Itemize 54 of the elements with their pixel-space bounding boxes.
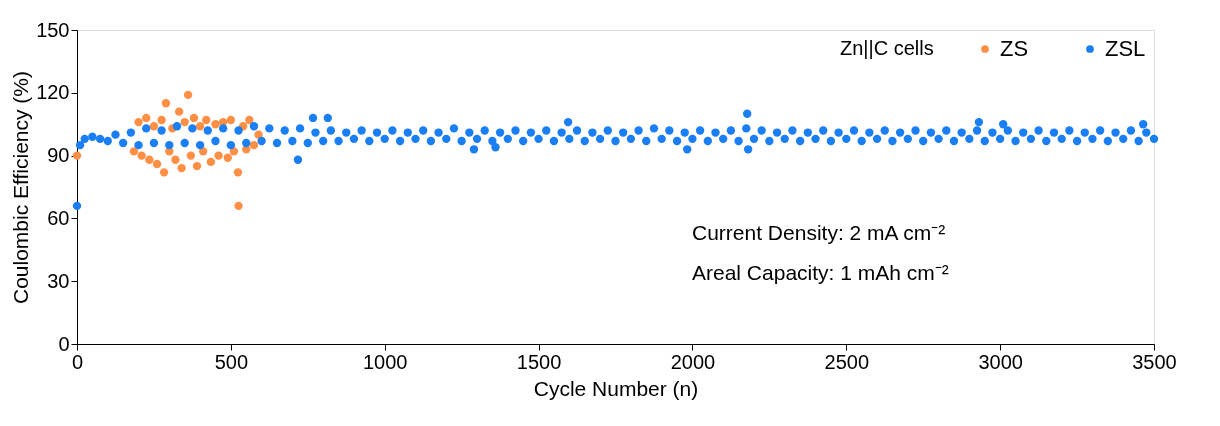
point bbox=[186, 151, 196, 160]
y-tick-label: 90 bbox=[47, 144, 70, 167]
point bbox=[198, 147, 208, 156]
annotation: Areal Capacity: 1 mAh cm⁻² bbox=[692, 261, 949, 284]
point bbox=[142, 113, 151, 123]
y-tick-label: 150 bbox=[36, 18, 70, 41]
legend-title: Zn||C cells bbox=[840, 37, 934, 59]
y-axis-title: Coulombic Efficiency (%) bbox=[9, 70, 33, 305]
x-tick-label: 500 bbox=[214, 350, 249, 373]
legend-label: ZS bbox=[1000, 36, 1029, 61]
point bbox=[159, 168, 169, 177]
point bbox=[229, 147, 239, 156]
y-tick-label: 0 bbox=[58, 332, 70, 355]
point bbox=[192, 161, 202, 171]
point bbox=[195, 122, 205, 131]
point bbox=[157, 115, 166, 125]
point bbox=[137, 151, 146, 160]
point bbox=[174, 107, 184, 116]
point bbox=[206, 157, 216, 167]
y-tick-label: 60 bbox=[47, 206, 70, 229]
x-tick-label: 3000 bbox=[978, 350, 1023, 373]
point bbox=[211, 120, 220, 129]
point bbox=[161, 99, 171, 108]
annotation: Current Density: 2 mA cm⁻² bbox=[692, 221, 946, 244]
x-tick-label: 2000 bbox=[670, 350, 716, 373]
point bbox=[233, 168, 243, 177]
point bbox=[254, 130, 263, 139]
point bbox=[245, 115, 254, 125]
point bbox=[214, 151, 223, 160]
point bbox=[226, 115, 236, 125]
x-tick-label: 3500 bbox=[1132, 350, 1177, 373]
point bbox=[149, 122, 159, 131]
point bbox=[202, 115, 211, 125]
y-tick-label: 30 bbox=[47, 269, 70, 292]
x-tick-label: 1500 bbox=[516, 350, 562, 373]
point bbox=[145, 155, 154, 164]
point bbox=[134, 117, 143, 127]
x-tick-label: 1000 bbox=[362, 350, 408, 373]
point bbox=[177, 163, 186, 173]
point bbox=[180, 117, 189, 127]
point bbox=[249, 140, 259, 150]
point bbox=[152, 159, 162, 169]
x-axis-title: Cycle Number (n) bbox=[533, 376, 699, 400]
point bbox=[183, 90, 193, 100]
x-tick-label: 0 bbox=[71, 350, 84, 373]
point bbox=[234, 201, 243, 211]
point bbox=[129, 147, 139, 156]
legend-label: ZSL bbox=[1105, 36, 1146, 61]
point bbox=[223, 153, 232, 162]
point bbox=[189, 113, 199, 123]
y-tick-label: 120 bbox=[36, 81, 70, 104]
point bbox=[171, 155, 180, 164]
point bbox=[72, 151, 82, 160]
x-tick-label: 2500 bbox=[824, 350, 870, 373]
